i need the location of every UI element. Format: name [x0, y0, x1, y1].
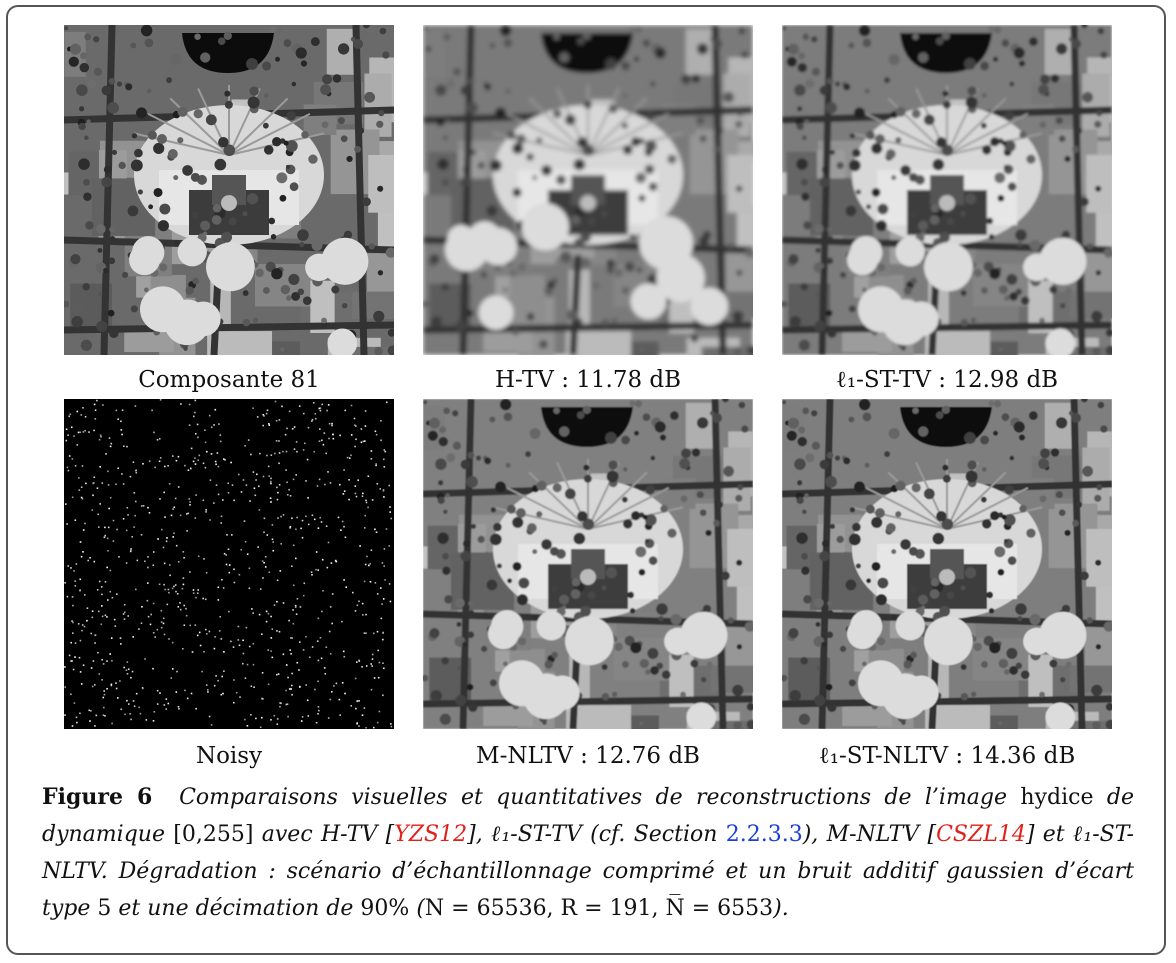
aerial-image	[423, 399, 753, 729]
panel-label: ℓ₁-ST-NLTV : 14.36 dB	[818, 743, 1076, 769]
image-panel-noisy	[64, 399, 394, 729]
citation-link[interactable]: CSZL14	[936, 822, 1026, 847]
caption-text: de dynamique	[42, 785, 1134, 847]
aerial-image	[782, 25, 1112, 355]
aerial-image	[423, 25, 753, 355]
panel-label: ℓ₁-ST-TV : 12.98 dB	[835, 367, 1059, 393]
caption-text: hydice	[1020, 785, 1094, 810]
caption-text: Comparaisons visuelles et quantitatives …	[179, 785, 1008, 810]
caption-text: ).	[773, 896, 789, 921]
image-panel-htv	[423, 25, 753, 355]
caption-text: N = 65536, R = 191, N̅ = 6553	[424, 896, 774, 921]
caption-text: ], ℓ₁-ST-TV (cf. Section	[467, 822, 718, 847]
caption-text: avec H-TV [	[261, 822, 395, 847]
aerial-image	[782, 399, 1112, 729]
caption-text: ), M-NLTV [	[802, 822, 937, 847]
noisy-image	[64, 399, 394, 729]
image-panel-l1-st-tv	[782, 25, 1112, 355]
image-panel-l1-st-nltv	[782, 399, 1112, 729]
panel-label: M-NLTV : 12.76 dB	[476, 743, 700, 769]
section-link[interactable]: 2.2.3.3	[725, 822, 803, 847]
aerial-image	[64, 25, 394, 355]
image-panel-original	[64, 25, 394, 355]
citation-link[interactable]: YZS12	[394, 822, 468, 847]
caption-text: et une décimation de	[118, 896, 354, 921]
panel-label: Composante 81	[138, 367, 320, 393]
caption-text: (	[416, 896, 425, 921]
image-panel-m-nltv	[423, 399, 753, 729]
panel-label: H-TV : 11.78 dB	[494, 367, 682, 393]
caption-text: 90%	[360, 896, 410, 921]
figure-label: Figure 6	[42, 784, 153, 810]
caption-text: [0,255]	[173, 822, 254, 847]
caption-text: ] et ℓ₁-ST-NLTV. Dégradation : scénario …	[42, 822, 1134, 921]
panel-label: Noisy	[195, 743, 263, 769]
figure-caption: Figure 6 Comparaisons visuelles et quant…	[42, 779, 1134, 927]
caption-text: 5	[97, 896, 112, 921]
